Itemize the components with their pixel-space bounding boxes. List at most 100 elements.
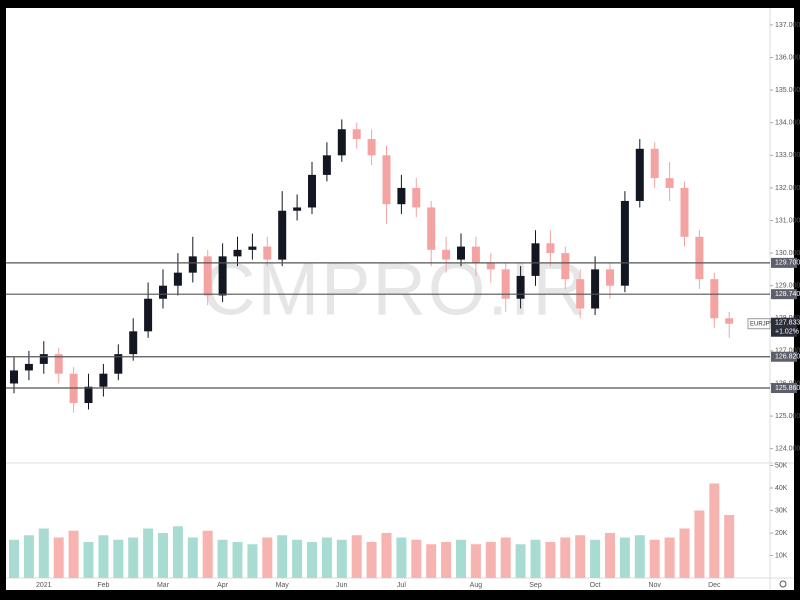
- volume-bar: [441, 541, 452, 578]
- x-tick-label: Mar: [157, 582, 170, 589]
- volume-bar: [560, 537, 571, 578]
- candle-body: [606, 269, 614, 286]
- volume-bar: [619, 537, 630, 578]
- candle-body: [203, 256, 212, 296]
- y-tick-label: 133.000: [775, 152, 800, 159]
- volume-bar: [590, 539, 601, 578]
- candle-body: [159, 285, 167, 299]
- clock-icon[interactable]: [779, 580, 787, 588]
- candle-body: [412, 187, 421, 208]
- volume-bar: [53, 537, 64, 578]
- volume-bar: [187, 537, 198, 578]
- x-tick-label: Sep: [529, 582, 542, 589]
- candle-body: [680, 187, 689, 237]
- candle-body: [233, 249, 242, 257]
- level-label: 126.820: [775, 354, 800, 361]
- candle-body: [114, 354, 123, 374]
- volume-bar: [709, 483, 720, 578]
- x-tick-label: May: [276, 582, 290, 589]
- candle-body: [427, 207, 436, 250]
- volume-bar: [470, 544, 481, 578]
- y-tick-label: 131.000: [775, 217, 800, 224]
- volume-bar: [426, 544, 437, 578]
- level-label-bg: [771, 383, 797, 394]
- volume-bar: [634, 535, 645, 578]
- level-label-bg: [771, 351, 797, 362]
- candle-body: [10, 370, 18, 384]
- candle-body: [352, 129, 361, 140]
- candle-body: [710, 279, 719, 319]
- candle-body: [293, 207, 302, 211]
- candle-body: [486, 262, 495, 270]
- y-tick-label: 130.000: [775, 250, 800, 257]
- volume-bar: [262, 537, 273, 578]
- volume-bar: [545, 541, 556, 578]
- x-tick-label: Oct: [590, 582, 601, 589]
- y-tick-label: 129.000: [775, 283, 800, 290]
- y-tick-label: 127.000: [775, 348, 800, 355]
- level-label: 125.860: [775, 385, 800, 392]
- volume-bar: [485, 541, 496, 578]
- volume-bar: [68, 530, 79, 578]
- volume-bar: [83, 541, 94, 578]
- volume-tick-label: 20K: [775, 530, 788, 537]
- candle-body: [263, 246, 272, 260]
- y-tick-label: 134.000: [775, 120, 800, 127]
- volume-bar: [605, 532, 615, 578]
- volume-bar: [307, 541, 317, 578]
- volume-bar: [396, 537, 407, 578]
- x-tick-label: Feb: [97, 582, 109, 589]
- volume-bar: [172, 526, 183, 578]
- candle-body: [144, 298, 153, 332]
- y-tick-label: 125.000: [775, 413, 800, 420]
- volume-bar: [381, 532, 392, 578]
- volume-bar: [143, 528, 154, 578]
- candle-body: [471, 246, 480, 263]
- x-tick-label: 2021: [36, 582, 52, 589]
- candle-body: [442, 249, 451, 260]
- volume-tick-label: 50K: [775, 462, 788, 469]
- volume-bar: [277, 535, 288, 578]
- volume-bar: [9, 539, 19, 578]
- candle-body: [561, 253, 570, 280]
- level-label: 128.740: [775, 291, 800, 298]
- volume-bar: [679, 528, 690, 578]
- candle-body: [501, 269, 510, 299]
- volume-bar: [649, 539, 660, 578]
- candle-body: [546, 243, 555, 254]
- x-tick-label: Apr: [217, 582, 229, 589]
- level-label-bg: [771, 257, 797, 268]
- candle-body: [54, 354, 63, 374]
- panel: [6, 8, 794, 590]
- candle-body: [173, 272, 182, 286]
- volume-bar: [351, 535, 362, 578]
- volume-bar: [694, 510, 705, 578]
- volume-bar: [38, 528, 49, 578]
- candle-body: [382, 155, 391, 205]
- volume-tick-label: 40K: [775, 485, 788, 492]
- volume-bar: [113, 539, 124, 578]
- candle-body: [188, 256, 197, 273]
- level-label-bg: [771, 289, 797, 300]
- candle-body: [591, 269, 600, 309]
- y-tick-label: 135.000: [775, 87, 800, 94]
- volume-bar: [664, 537, 675, 578]
- volume-bar: [158, 532, 168, 578]
- x-tick-label: Dec: [708, 582, 721, 589]
- candle-body: [367, 139, 376, 156]
- x-tick-label: Jul: [397, 582, 406, 589]
- x-tick-label: Aug: [470, 582, 483, 589]
- candle-body: [39, 354, 48, 364]
- volume-bar: [217, 539, 228, 578]
- candle-body: [695, 236, 704, 280]
- last-price-bg: [771, 317, 797, 337]
- symbol-label: EURJPY: [750, 321, 774, 327]
- y-tick-label: 137.000: [775, 22, 800, 29]
- symbol-label-bg: [747, 318, 771, 330]
- candle-body: [24, 363, 33, 371]
- candle-body: [99, 373, 108, 387]
- volume-bar: [456, 539, 466, 578]
- x-tick-label: Nov: [648, 582, 661, 589]
- candle-body: [457, 246, 465, 260]
- volume-bar: [366, 541, 377, 578]
